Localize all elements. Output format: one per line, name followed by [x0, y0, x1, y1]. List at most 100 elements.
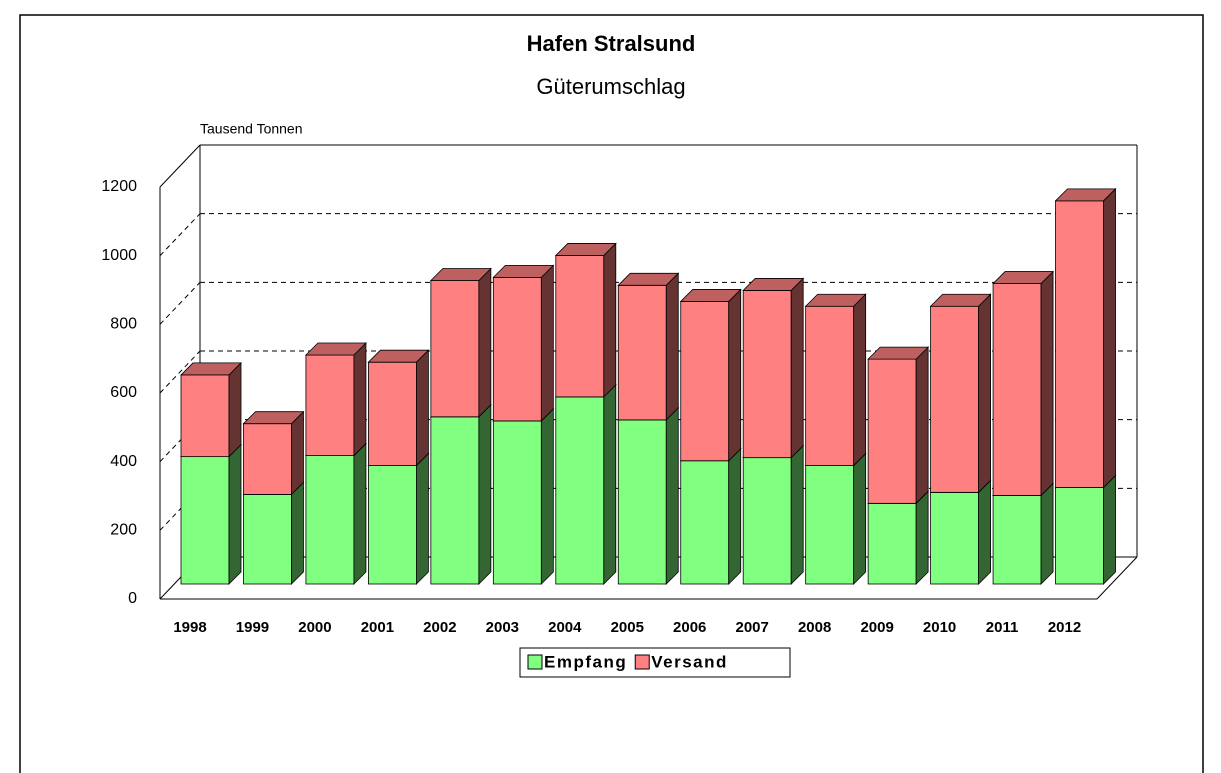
chart-subtitle: Güterumschlag — [536, 74, 685, 99]
bar-side — [853, 452, 867, 585]
x-tick-label: 2012 — [1048, 619, 1081, 636]
bar-segment — [1055, 487, 1104, 585]
y-tick-label: 400 — [110, 453, 137, 470]
bar-segment — [992, 495, 1042, 585]
x-tick-label: 2005 — [611, 619, 644, 636]
bar-segment — [930, 305, 979, 493]
bar-top — [804, 293, 867, 307]
floor-line — [1096, 556, 1138, 600]
bar-segment — [867, 358, 917, 504]
x-tick-label: 1999 — [236, 619, 269, 636]
x-tick-label: 2004 — [548, 619, 582, 636]
x-tick-label: 2003 — [486, 619, 519, 636]
bar-segment — [805, 465, 855, 585]
y-tick-label: 0 — [128, 590, 137, 607]
bar-segment — [742, 457, 792, 585]
y-tick-label: 200 — [110, 522, 137, 539]
bar-top — [992, 271, 1055, 284]
bar-side — [1103, 187, 1116, 489]
bar-segment — [492, 420, 542, 585]
x-tick-label: 1998 — [173, 619, 206, 636]
axis-line — [159, 144, 201, 188]
bar-segment — [617, 284, 667, 421]
bar-segment — [430, 280, 480, 418]
bar-side — [915, 346, 929, 505]
bar-side — [790, 444, 804, 585]
bar-side — [915, 490, 929, 585]
y-axis-label: Tausend Tonnen — [200, 121, 303, 137]
bar-side — [603, 383, 617, 585]
x-tick-label: 2006 — [673, 619, 706, 636]
bar-side — [790, 277, 804, 459]
y-tick-label: 800 — [110, 316, 137, 333]
grid-line — [159, 213, 201, 257]
bar-side — [540, 264, 554, 422]
bar-top — [304, 342, 367, 356]
bar-top — [180, 362, 242, 376]
bar-side — [1103, 474, 1116, 585]
y-tick-label: 1000 — [101, 247, 137, 264]
legend-swatch — [527, 654, 543, 670]
bar-side — [1040, 482, 1054, 585]
bar-top — [367, 349, 430, 363]
bar-segment — [742, 290, 792, 459]
bar-side — [228, 361, 242, 458]
grid-line — [159, 281, 201, 325]
bar-side — [978, 293, 991, 494]
bar-segment — [367, 465, 417, 585]
bar-side — [603, 242, 617, 398]
bar-segment — [180, 374, 230, 458]
bar-segment — [430, 416, 480, 585]
y-tick-label: 1200 — [101, 178, 137, 195]
bar-side — [728, 288, 742, 462]
grid-line — [159, 350, 201, 394]
bar-side — [415, 349, 429, 467]
bar-side — [291, 410, 304, 496]
chart-title: Hafen Stralsund — [527, 31, 696, 56]
bar-top — [1054, 188, 1117, 202]
bar-segment — [305, 354, 355, 456]
legend-swatch — [634, 654, 650, 670]
bar-segment — [555, 396, 605, 585]
bar-top — [554, 243, 617, 256]
bar-segment — [367, 361, 417, 466]
x-tick-label: 2001 — [361, 619, 394, 636]
bar-side — [728, 447, 742, 585]
y-tick-label: 600 — [110, 384, 137, 401]
x-tick-label: 2009 — [860, 619, 893, 636]
bar-top — [929, 293, 992, 307]
bar-segment — [867, 502, 917, 585]
bar-top — [867, 346, 930, 360]
bar-top — [679, 289, 742, 302]
bar-segment — [617, 419, 667, 585]
bar-top — [242, 411, 305, 425]
bar-segment — [180, 456, 230, 585]
bar-segment — [805, 305, 855, 466]
bar-side — [228, 443, 242, 585]
bar-top — [429, 268, 492, 281]
bar-top — [742, 278, 805, 291]
legend-box — [519, 647, 791, 678]
bar-side — [478, 403, 492, 585]
bar-segment — [680, 301, 730, 462]
bar-top — [492, 265, 555, 278]
bar-segment — [492, 277, 542, 422]
bar-segment — [992, 283, 1042, 496]
bar-side — [978, 479, 991, 585]
bar-segment — [1055, 200, 1104, 488]
legend-label: Versand — [651, 652, 728, 671]
bar-side — [353, 442, 367, 585]
bar-segment — [243, 493, 292, 585]
x-tick-label: 2011 — [986, 619, 1019, 636]
x-tick-label: 2008 — [798, 619, 831, 636]
x-tick-label: 2007 — [736, 619, 769, 636]
bar-side — [1040, 270, 1054, 497]
bar-segment — [243, 423, 292, 495]
bar-segment — [930, 491, 979, 585]
bar-side — [415, 452, 429, 585]
bar-side — [540, 407, 554, 585]
bar-side — [291, 481, 304, 585]
x-tick-label: 2002 — [423, 619, 456, 636]
bar-segment — [555, 255, 605, 398]
